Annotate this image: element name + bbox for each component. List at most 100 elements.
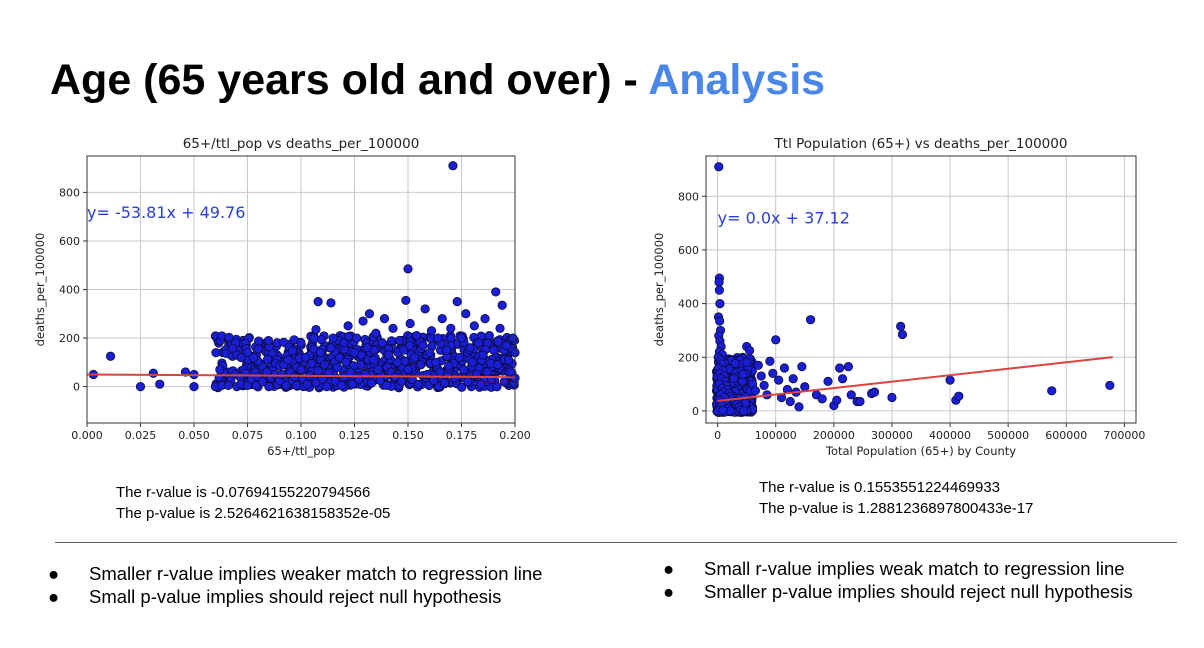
data-point (334, 352, 345, 363)
data-point (446, 323, 456, 333)
data-point (263, 335, 274, 346)
x-tick-label: 0.175 (446, 429, 478, 442)
x-axis-label: 65+/ttl_pop (267, 444, 335, 458)
y-axis-label: deaths_per_100000 (33, 233, 47, 347)
data-point (493, 336, 503, 347)
y-tick-label: 400 (59, 284, 80, 297)
p-value-text: The p-value is 1.2881236897800433e-17 (759, 500, 1034, 517)
data-point (797, 362, 807, 372)
data-point (369, 355, 379, 365)
data-point (211, 348, 221, 358)
data-point (384, 350, 394, 360)
data-point (837, 374, 848, 384)
data-point (714, 277, 724, 287)
data-point (855, 396, 865, 407)
data-point (832, 395, 842, 405)
data-point (135, 381, 146, 392)
data-point (236, 352, 246, 363)
y-tick-label: 600 (678, 244, 699, 257)
bullet-text: Small p-value implies should reject null… (89, 586, 502, 607)
data-point (463, 377, 473, 387)
data-point (456, 333, 467, 343)
data-point (714, 162, 724, 172)
data-point (715, 316, 725, 326)
data-point (435, 367, 445, 377)
bullets-left: ● Smaller r-value implies weaker match to… (48, 562, 542, 608)
data-point (715, 298, 725, 309)
data-point (431, 357, 441, 367)
data-point (742, 357, 752, 368)
data-point (326, 343, 336, 353)
x-tick-label: 0.200 (499, 429, 531, 442)
data-point (730, 358, 740, 369)
data-point (480, 314, 490, 324)
data-point (738, 369, 748, 379)
x-tick-label: 600000 (1045, 429, 1087, 442)
x-tick-label: 0.125 (339, 429, 371, 442)
data-point (896, 321, 906, 331)
data-point (469, 321, 479, 331)
data-point (403, 365, 413, 375)
data-point (416, 360, 426, 370)
data-point (501, 340, 512, 350)
x-tick-label: 500000 (987, 429, 1029, 442)
data-point (774, 375, 784, 385)
data-point (794, 402, 804, 412)
data-point (326, 298, 336, 308)
data-point (1047, 386, 1057, 396)
regression-line (86, 373, 516, 379)
x-tick-label: 0 (714, 429, 721, 442)
data-point (418, 340, 428, 350)
bullet-text: Smaller p-value implies should reject nu… (704, 581, 1133, 602)
data-point (420, 304, 430, 314)
data-point (311, 324, 321, 335)
data-point (289, 372, 300, 382)
data-point (756, 371, 766, 381)
data-point (253, 344, 263, 354)
data-point (718, 405, 728, 415)
r-value-text: The r-value is 0.1553551224469933 (759, 479, 1001, 496)
r-value-text: The r-value is -0.07694155220794566 (116, 484, 371, 501)
data-point (379, 314, 390, 324)
data-point (484, 331, 494, 341)
scatter-points (88, 161, 520, 393)
data-point (155, 379, 165, 389)
x-axis-label: Total Population (65+) by County (825, 444, 1016, 458)
bullet-item: ● Small p-value implies should reject nul… (48, 585, 542, 608)
data-point (465, 343, 475, 353)
bullet-text: Small r-value implies weak match to regr… (704, 558, 1125, 579)
data-point (439, 378, 449, 388)
data-point (403, 264, 413, 274)
data-point (358, 316, 368, 326)
data-point (287, 346, 298, 356)
x-tick-label: 100000 (755, 429, 797, 442)
data-point (478, 350, 488, 360)
grid-lines (706, 156, 1136, 423)
data-point (223, 380, 233, 390)
data-point (337, 380, 347, 390)
x-tick-label: 0.025 (125, 429, 157, 442)
data-point (491, 287, 501, 297)
data-point (414, 379, 424, 389)
grid-lines (86, 156, 516, 423)
data-point (474, 338, 484, 348)
x-tick-label: 0.150 (392, 429, 424, 442)
data-point (332, 362, 342, 372)
axes-frame (705, 155, 1137, 424)
data-point (503, 355, 514, 365)
data-point (319, 360, 330, 370)
data-point (768, 368, 778, 378)
data-point (254, 336, 264, 346)
bullet-dot-icon: ● (48, 586, 60, 607)
data-point (424, 348, 434, 358)
data-point (714, 285, 724, 295)
bullet-item: ● Smaller p-value implies should reject n… (663, 580, 1133, 603)
data-point (281, 380, 291, 390)
data-point (444, 361, 454, 371)
bullet-item: ● Small r-value implies weak match to reg… (663, 557, 1133, 580)
data-point (800, 382, 810, 392)
y-tick-label: 0 (73, 381, 80, 394)
data-point (296, 365, 306, 375)
data-point (328, 333, 338, 343)
data-point (392, 357, 402, 367)
